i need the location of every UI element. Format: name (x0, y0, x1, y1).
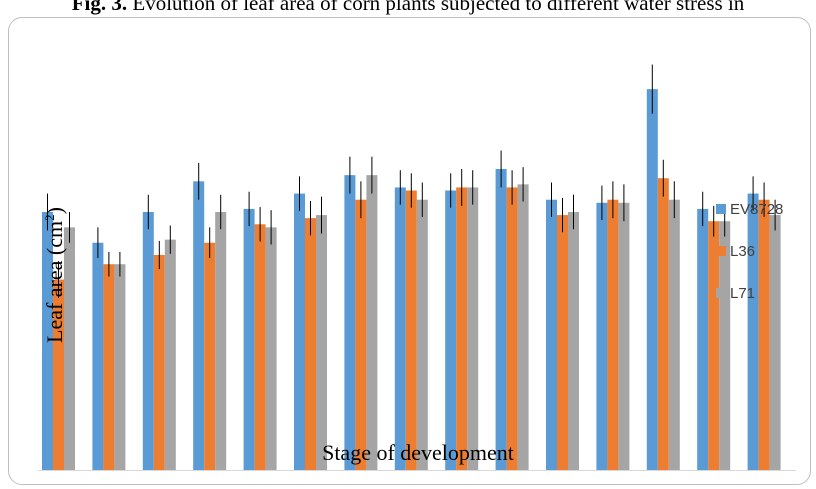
legend-label-l71: L71 (730, 285, 755, 302)
bar-l71-2 (114, 264, 126, 470)
bar-l36-2 (103, 264, 115, 470)
bar-l36-7 (355, 199, 367, 470)
legend-swatch-l71 (716, 288, 726, 298)
bar-ev8728-14 (697, 208, 709, 470)
bar-l71-1 (64, 227, 75, 470)
bar-ev8728-6 (294, 193, 305, 471)
bar-l71-5 (265, 227, 277, 470)
bar-l36-15 (758, 199, 770, 470)
bar-l71-13 (668, 199, 680, 470)
chart-frame (8, 17, 811, 485)
bar-ev8728-10 (495, 169, 507, 470)
bars-layer (42, 89, 781, 471)
bar-l36-11 (557, 215, 568, 470)
bar-ev8728-15 (747, 193, 759, 471)
y-axis-label-superscript: 2 (42, 214, 57, 221)
bar-ev8728-9 (445, 190, 457, 470)
bar-l71-7 (366, 175, 378, 470)
y-axis-label: Leaf area (cm2) (42, 207, 67, 343)
bar-ev8728-13 (646, 89, 658, 471)
bar-l36-14 (708, 221, 720, 470)
bar-ev8728-11 (546, 199, 557, 470)
bar-ev8728-1 (42, 212, 53, 470)
legend-label-ev8728: EV8728 (730, 201, 783, 218)
bar-l36-10 (506, 187, 518, 470)
bar-ev8728-2 (92, 242, 104, 470)
bar-l71-12 (618, 202, 630, 471)
bar-ev8728-8 (394, 187, 406, 470)
figure-caption-text: Evolution of leaf area of corn plants su… (127, 0, 745, 15)
bar-ev8728-12 (596, 202, 608, 471)
bar-l71-3 (164, 239, 176, 470)
figure-number: Fig. 3. (71, 0, 128, 15)
figure-caption: Fig. 3. Evolution of leaf area of corn p… (0, 0, 816, 15)
legend-swatch-ev8728 (716, 204, 726, 214)
legend-label-l36: L36 (730, 243, 755, 260)
bar-l36-12 (607, 199, 619, 470)
bar-l36-6 (305, 218, 316, 470)
bar-ev8728-3 (142, 212, 154, 470)
bar-l71-10 (517, 184, 529, 470)
bar-l36-13 (657, 178, 669, 470)
x-axis-label: Stage of development (322, 440, 514, 465)
bar-ev8728-7 (344, 175, 356, 470)
bar-l71-4 (215, 212, 227, 470)
bar-l36-8 (405, 190, 417, 470)
legend-swatch-l36 (716, 246, 726, 256)
bar-l36-1 (53, 279, 64, 470)
bar-l71-8 (416, 199, 428, 470)
bar-l36-9 (456, 187, 468, 470)
bar-l71-11 (568, 212, 579, 470)
bar-l71-6 (316, 215, 327, 470)
bar-l71-15 (769, 215, 781, 470)
legend: EV8728 L36 L71 (716, 201, 783, 302)
bar-l71-14 (719, 221, 731, 470)
bar-l36-3 (153, 255, 165, 470)
bar-l36-4 (204, 242, 216, 470)
bar-ev8728-4 (193, 181, 205, 471)
bar-l36-5 (254, 224, 266, 470)
bar-l71-9 (467, 187, 479, 470)
bar-ev8728-5 (243, 208, 255, 470)
